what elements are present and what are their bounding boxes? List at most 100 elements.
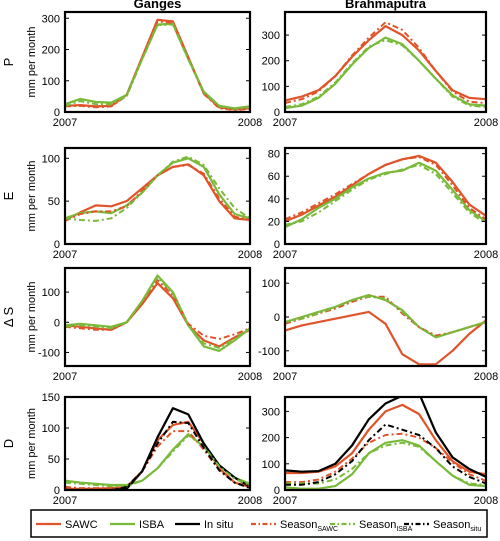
series-line-sawc (285, 310, 486, 366)
x-tick-label: 2007 (53, 495, 77, 507)
series-line-isba (285, 293, 486, 339)
series-line-season-situ (285, 423, 486, 486)
series-line-season-sawc (285, 295, 486, 337)
series-layer (65, 155, 250, 222)
x-tick-label: 2007 (53, 371, 77, 383)
y-tick-label: 300 (42, 13, 60, 25)
series-layer (285, 21, 486, 110)
series-line-season-sawc (65, 279, 250, 340)
y-axis-label: mm per month (26, 27, 38, 98)
y-tick-label: 0 (54, 317, 60, 329)
series-line-sawc (65, 282, 250, 348)
series-line-season-isba (285, 441, 486, 486)
y-tick-label: 100 (262, 459, 280, 471)
series-line-season-sawc (285, 156, 486, 221)
series-line-sawc (65, 420, 250, 490)
y-axis-label: mm per month (26, 161, 38, 232)
series-line-isba (285, 439, 486, 490)
legend-label-4: SeasonSAWC (280, 519, 338, 533)
legend-label-6: Seasonsitu (433, 519, 481, 533)
legend: SAWC ISBA In situ SeasonSAWC SeasonISBA Seaso… (30, 509, 488, 538)
series-layer (65, 407, 250, 490)
x-tick-label: 2007 (273, 495, 297, 507)
series-layer (285, 154, 486, 229)
x-tick-label: 2008 (474, 249, 498, 261)
y-tick-label: 100 (42, 153, 60, 165)
series-line-season-sawc (65, 20, 250, 112)
y-axis-label: mm per month (26, 282, 38, 353)
column-title: Brahmaputra (345, 0, 427, 11)
series-line-isba (65, 157, 250, 220)
legend-label-5: SeasonISBA (359, 519, 413, 533)
axes-frame (283, 146, 488, 246)
legend-label-1: SAWC (65, 519, 98, 531)
series-layer (65, 274, 250, 352)
y-tick-label: 100 (42, 287, 60, 299)
y-tick-label: 0 (54, 239, 60, 251)
y-tick-label: 100 (262, 81, 280, 93)
series-line-season-isba (285, 163, 486, 226)
y-tick-label: 200 (262, 433, 280, 445)
series-line-sawc (65, 18, 250, 111)
x-tick-label: 2008 (238, 249, 262, 261)
series-layer (285, 293, 486, 366)
y-tick-label: 0 (274, 107, 280, 119)
y-tick-label: -100 (38, 347, 60, 359)
series-layer (285, 397, 486, 490)
panel-5: -100 0 100 2007 2008 mm per month Δ S (1, 266, 262, 383)
x-tick-label: 2008 (474, 495, 498, 507)
panel-2: 0 100 200 300 2007 2008 Brahmaputra (262, 0, 499, 129)
legend-label-3: In situ (204, 519, 233, 531)
axes-frame (63, 10, 252, 114)
x-tick-label: 2007 (53, 249, 77, 261)
axes-frame (63, 266, 252, 368)
series-line-in-situ (285, 397, 486, 478)
y-tick-label: 100 (42, 423, 60, 435)
series-line-season-isba (65, 155, 250, 222)
panel-1: 0 100 200 300 2007 2008 Ganges mm per month P (1, 0, 262, 129)
y-tick-label: 150 (42, 392, 60, 404)
panel-3: 0 50 100 2007 2008 mm per month E (1, 146, 262, 261)
y-tick-label: -100 (258, 346, 280, 358)
x-tick-label: 2008 (238, 495, 262, 507)
y-tick-label: 100 (262, 278, 280, 290)
axes-frame (283, 395, 488, 492)
axes-frame (63, 395, 252, 492)
series-line-isba (285, 161, 486, 229)
series-line-season-sawc (65, 164, 250, 222)
y-tick-label: 0 (54, 485, 60, 497)
y-tick-label: 0 (274, 312, 280, 324)
y-tick-label: 300 (262, 406, 280, 418)
x-tick-label: 2008 (238, 117, 262, 129)
x-tick-label: 2007 (273, 371, 297, 383)
series-line-in-situ (65, 407, 250, 490)
y-tick-label: 0 (54, 107, 60, 119)
y-tick-label: 50 (48, 196, 60, 208)
series-line-season-situ (65, 420, 250, 490)
axes-frame (63, 146, 252, 246)
y-tick-label: 0 (274, 485, 280, 497)
series-line-season-sawc (285, 432, 486, 484)
row-label: E (1, 191, 16, 200)
y-tick-label: 80 (268, 149, 280, 161)
series-line-season-isba (65, 434, 250, 488)
x-tick-label: 2008 (474, 371, 498, 383)
y-tick-label: 50 (48, 454, 60, 466)
y-tick-label: 300 (262, 30, 280, 42)
series-line-isba (65, 274, 250, 352)
y-tick-label: 20 (268, 216, 280, 228)
series-line-season-isba (65, 23, 250, 110)
column-title: Ganges (134, 0, 182, 11)
x-tick-label: 2008 (474, 117, 498, 129)
x-tick-label: 2007 (53, 117, 77, 129)
panel-7: 0 50 100 150 2007 2008 mm per month D (1, 392, 262, 507)
y-tick-label: 200 (42, 45, 60, 57)
panel-8: 0 100 200 300 2007 2008 (262, 395, 498, 507)
y-tick-label: 60 (268, 171, 280, 183)
y-tick-label: 40 (268, 194, 280, 206)
y-axis-label: mm per month (26, 408, 38, 479)
x-tick-label: 2007 (273, 117, 297, 129)
series-line-isba (65, 22, 250, 110)
